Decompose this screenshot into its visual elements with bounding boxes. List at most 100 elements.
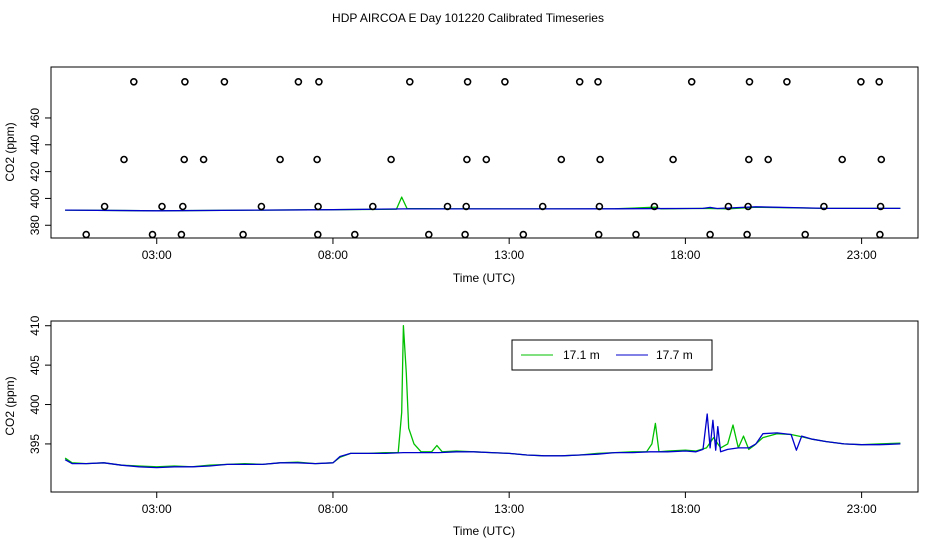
top-x-tick-label: 18:00	[670, 248, 700, 262]
bottom-y-axis: 395 400 405 410	[28, 315, 51, 454]
circle-marker	[875, 78, 884, 86]
circle-marker	[177, 230, 186, 239]
top-plot-box	[50, 66, 919, 239]
circle-marker	[876, 230, 884, 239]
circle-marker	[876, 202, 885, 211]
top-x-tick-label: 13:00	[494, 248, 524, 262]
circle-marker	[745, 78, 754, 86]
circle-marker	[130, 78, 138, 86]
circle-marker	[239, 230, 247, 239]
circle-marker	[743, 230, 751, 239]
circle-marker	[706, 230, 714, 239]
circle-marker	[596, 155, 604, 164]
top-y-tick-label: 460	[28, 108, 42, 128]
circle-marker	[461, 230, 469, 239]
legend-box	[511, 339, 713, 371]
circle-marker	[82, 230, 90, 239]
circle-marker	[424, 230, 433, 239]
circle-marker	[857, 78, 865, 86]
circle-marker	[575, 78, 584, 86]
circle-marker	[744, 155, 753, 164]
circle-marker	[501, 78, 509, 86]
top-y-axis: 380 400 420 440 460	[28, 108, 51, 235]
bottom-x-axis: 03:00 08:00 13:00 18:00 23:00	[142, 492, 877, 516]
top-y-axis-label: CO2 (ppm)	[3, 122, 17, 181]
circle-marker	[276, 155, 284, 164]
circle-marker	[594, 230, 603, 239]
bottom-y-tick-label: 405	[28, 355, 42, 375]
top-x-tick-label: 08:00	[318, 248, 348, 262]
circle-marker	[764, 155, 773, 164]
circle-marker	[594, 78, 602, 86]
circle-marker	[257, 202, 266, 211]
top-x-axis: 03:00 08:00 13:00 18:00 23:00	[142, 238, 877, 262]
top-circle-markers	[82, 78, 886, 239]
top-y-tick-label: 380	[28, 215, 42, 235]
circle-marker	[294, 78, 303, 86]
circle-marker	[158, 202, 166, 211]
circle-marker	[669, 155, 677, 164]
circle-marker	[632, 230, 640, 239]
circle-marker	[687, 78, 696, 86]
top-panel: 03:00 08:00 13:00 18:00 23:00 380 400 420 440 46…	[3, 66, 919, 285]
top-x-tick-label: 03:00	[142, 248, 172, 262]
top-y-tick-label: 420	[28, 161, 42, 181]
circle-marker	[350, 230, 359, 239]
bottom-y-tick-label: 400	[28, 394, 42, 414]
bottom-x-tick-label: 23:00	[847, 502, 877, 516]
bottom-x-tick-label: 18:00	[670, 502, 700, 516]
circle-marker	[368, 202, 377, 211]
circle-marker	[744, 202, 752, 211]
circle-marker	[801, 230, 810, 239]
bottom-x-axis-label: Time (UTC)	[453, 524, 515, 538]
circle-marker	[220, 78, 229, 86]
circle-marker	[199, 155, 208, 164]
top-series-lines	[65, 196, 901, 212]
circle-marker	[595, 202, 604, 211]
legend-label-17-7m: 17.7 m	[656, 348, 693, 362]
circle-marker	[519, 230, 528, 239]
top-y-tick-label: 400	[28, 188, 42, 208]
bottom-x-tick-label: 08:00	[318, 502, 348, 516]
circle-marker	[724, 202, 733, 211]
circle-marker	[820, 202, 828, 211]
circle-marker	[443, 202, 452, 211]
circle-marker	[315, 78, 323, 86]
circle-marker	[387, 155, 395, 164]
circle-marker	[650, 202, 659, 211]
circle-marker	[462, 202, 471, 211]
circle-marker	[783, 78, 791, 86]
circle-marker	[405, 78, 414, 86]
bottom-series-line-17-7m	[64, 413, 901, 469]
circle-marker	[313, 230, 322, 239]
bottom-series-lines	[64, 325, 901, 469]
bottom-y-tick-label: 395	[28, 434, 42, 454]
legend: 17.1 m 17.7 m	[511, 339, 713, 371]
bottom-plot-box	[50, 320, 919, 493]
top-x-axis-label: Time (UTC)	[453, 271, 515, 285]
circle-marker	[482, 155, 491, 164]
bottom-x-tick-label: 13:00	[494, 502, 524, 516]
circle-marker	[179, 202, 187, 211]
circle-marker	[120, 155, 128, 164]
circle-marker	[148, 230, 157, 239]
circle-marker	[557, 155, 566, 164]
bottom-y-tick-label: 410	[28, 315, 42, 335]
bottom-y-axis-label: CO2 (ppm)	[3, 376, 17, 435]
top-y-tick-label: 440	[28, 134, 42, 154]
circle-marker	[181, 78, 189, 86]
circle-marker	[538, 202, 547, 211]
circle-marker	[313, 155, 321, 164]
bottom-x-tick-label: 03:00	[142, 502, 172, 516]
top-x-tick-label: 23:00	[847, 248, 877, 262]
legend-label-17-1m: 17.1 m	[563, 348, 600, 362]
circle-marker	[100, 202, 109, 211]
chart-title: HDP AIRCOA E Day 101220 Calibrated Times…	[332, 11, 604, 25]
circle-marker	[877, 155, 886, 164]
bottom-panel: 03:00 08:00 13:00 18:00 23:00 395 400 405 410 T…	[3, 315, 919, 538]
circle-marker	[314, 202, 322, 211]
circle-marker	[463, 78, 472, 86]
top-series-line-17-7m	[65, 206, 901, 212]
circle-marker	[838, 155, 847, 164]
